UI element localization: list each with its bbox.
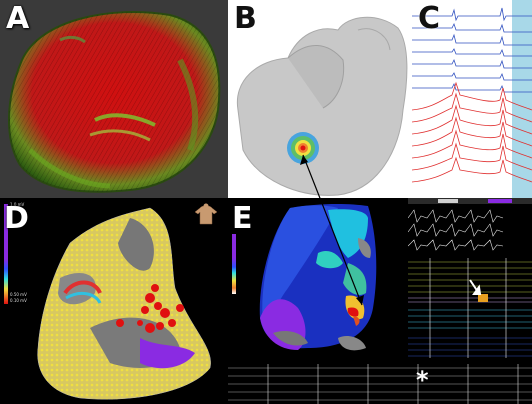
scale-mid-label-a: 0.50 mV	[10, 292, 27, 297]
panel-e-activation-map	[232, 203, 377, 351]
panel-b-label: B	[234, 1, 257, 36]
asterisk-marker: *	[416, 366, 429, 394]
scale-top-label: 1.0 mV	[10, 202, 25, 207]
panel-b-heart-model	[236, 16, 408, 196]
panel-c-label: C	[418, 1, 441, 36]
panel-b: B	[228, 0, 412, 198]
panel-a-label: A	[6, 1, 30, 36]
panel-d-voltage-map	[4, 204, 211, 400]
scale-mid-label-b: 0.10 mV	[10, 298, 27, 303]
panel-a: A	[0, 0, 228, 198]
activation-scale-bar	[232, 234, 236, 294]
panel-e-label: E	[232, 201, 253, 236]
panel-e-map: E	[228, 198, 408, 360]
panel-e-traces	[408, 198, 532, 360]
bottom-strip-traces	[228, 364, 532, 404]
arrow-icon	[469, 279, 482, 295]
voltage-scale-bar	[4, 204, 8, 304]
panel-c-electrograms	[412, 0, 532, 198]
panel-a-heart-map	[8, 11, 221, 193]
bottom-strip: *	[228, 360, 532, 404]
torso-icon	[194, 203, 218, 225]
panel-c: C	[412, 0, 532, 198]
panel-e-signal-traces	[408, 198, 532, 358]
panel-d-label: D	[4, 201, 29, 236]
panel-d: 1.0 mV 0.50 mV 0.10 mV D	[0, 198, 228, 404]
